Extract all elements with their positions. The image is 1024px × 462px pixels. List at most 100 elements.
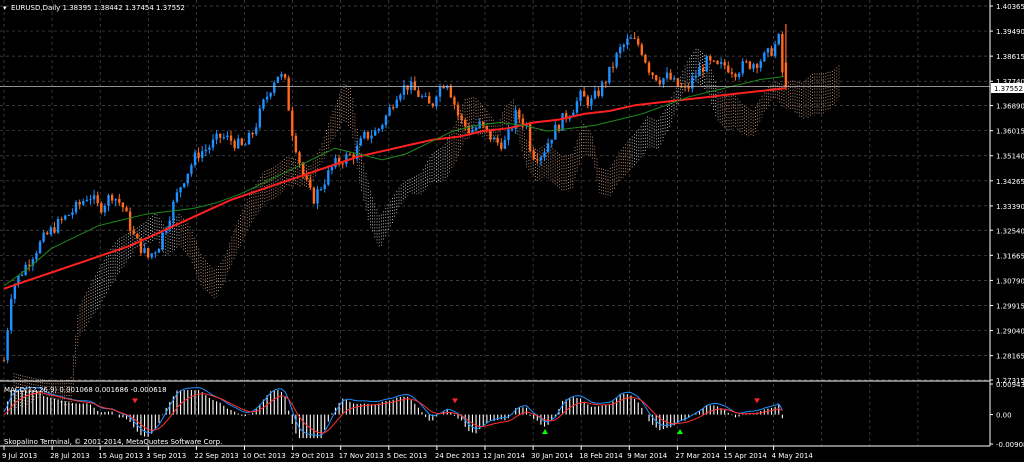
candle-body[interactable] <box>179 187 182 193</box>
candle-body[interactable] <box>291 110 294 136</box>
candle-body[interactable] <box>435 96 438 107</box>
candle-body[interactable] <box>366 131 370 139</box>
candle-body[interactable] <box>107 195 110 206</box>
candle-body[interactable] <box>719 62 723 64</box>
candle-body[interactable] <box>572 112 575 117</box>
candle-body[interactable] <box>92 195 96 200</box>
candle-body[interactable] <box>28 264 31 266</box>
candle-body[interactable] <box>705 56 708 72</box>
candle-body[interactable] <box>543 152 546 158</box>
candle-body[interactable] <box>64 215 67 220</box>
candle-body[interactable] <box>370 135 373 139</box>
candle-body[interactable] <box>157 248 161 253</box>
candle-body[interactable] <box>355 145 359 159</box>
candle-body[interactable] <box>42 232 45 242</box>
candle-body[interactable] <box>546 143 550 153</box>
candle-body[interactable] <box>118 198 121 203</box>
candle-body[interactable] <box>500 142 503 149</box>
candle-body[interactable] <box>200 151 204 159</box>
candle-body[interactable] <box>215 133 218 140</box>
candle-body[interactable] <box>150 253 153 258</box>
candle-body[interactable] <box>56 218 60 233</box>
candle-body[interactable] <box>683 86 687 88</box>
time-axis[interactable]: 9 Jul 2013 28 Jul 2013 15 Aug 2013 3 Sep 20… <box>2 446 813 460</box>
candle-body[interactable] <box>691 77 694 89</box>
candle-body[interactable] <box>208 147 211 150</box>
candle-body[interactable] <box>406 85 409 90</box>
candle-body[interactable] <box>745 61 748 63</box>
candle-body[interactable] <box>114 198 117 201</box>
candle-body[interactable] <box>698 67 701 76</box>
candle-body[interactable] <box>258 108 262 128</box>
candle-body[interactable] <box>773 44 777 56</box>
candle-body[interactable] <box>13 284 17 299</box>
candle-body[interactable] <box>633 37 636 39</box>
candle-body[interactable] <box>136 233 139 239</box>
candle-body[interactable] <box>381 124 384 129</box>
candle-body[interactable] <box>96 195 99 204</box>
candle-body[interactable] <box>431 103 435 107</box>
candle-body[interactable] <box>730 72 734 74</box>
candle-body[interactable] <box>327 170 330 185</box>
candle-body[interactable] <box>755 64 759 68</box>
candle-body[interactable] <box>759 61 762 68</box>
candle-body[interactable] <box>629 37 633 39</box>
candle-body[interactable] <box>763 52 766 62</box>
candle-body[interactable] <box>211 139 215 148</box>
candle-body[interactable] <box>727 65 730 73</box>
candle-body[interactable] <box>503 139 507 149</box>
candle-body[interactable] <box>492 137 496 140</box>
candle-body[interactable] <box>193 152 197 166</box>
candle-body[interactable] <box>161 232 164 249</box>
price-axis[interactable]: 1.40365 1.39490 1.38615 1.37740 1.36890 1.360… <box>990 3 1024 385</box>
candle-body[interactable] <box>31 259 35 266</box>
candle-body[interactable] <box>539 157 543 161</box>
candle-body[interactable] <box>283 74 287 78</box>
candle-body[interactable] <box>399 94 402 100</box>
candle-body[interactable] <box>777 33 780 45</box>
candle-body[interactable] <box>219 133 222 138</box>
candle-body[interactable] <box>669 72 672 80</box>
candle-body[interactable] <box>316 189 319 204</box>
candle-body[interactable] <box>395 99 398 108</box>
candle-body[interactable] <box>579 90 582 102</box>
candle-body[interactable] <box>60 218 63 220</box>
candle-body[interactable] <box>518 110 521 119</box>
candle-body-last[interactable] <box>784 62 788 87</box>
candle-body[interactable] <box>363 131 366 139</box>
candle-body[interactable] <box>121 202 125 208</box>
candle-body[interactable] <box>67 214 71 216</box>
candle-body[interactable] <box>575 101 579 113</box>
candle-body[interactable] <box>770 48 773 56</box>
candle-body[interactable] <box>226 135 229 138</box>
candle-body[interactable] <box>312 187 316 204</box>
candle-body[interactable] <box>665 72 669 79</box>
candle-body[interactable] <box>460 115 463 120</box>
candle-body[interactable] <box>85 199 89 202</box>
candle-body[interactable] <box>752 64 755 69</box>
candle-body[interactable] <box>662 78 665 85</box>
candle-body[interactable] <box>521 118 525 126</box>
candle-body[interactable] <box>255 127 258 135</box>
candle-body[interactable] <box>723 62 726 66</box>
candle-body[interactable] <box>6 330 9 361</box>
candle-body[interactable] <box>622 44 625 48</box>
candle-body[interactable] <box>676 78 680 87</box>
candle-body[interactable] <box>82 201 85 205</box>
candle-body[interactable] <box>128 211 132 231</box>
candle-body[interactable] <box>2 360 6 362</box>
candle-body[interactable] <box>110 195 114 201</box>
candle-body[interactable] <box>345 154 348 164</box>
candle-body[interactable] <box>709 56 712 61</box>
candle-body[interactable] <box>132 230 135 234</box>
candle-body[interactable] <box>341 163 344 165</box>
candle-body[interactable] <box>608 66 611 83</box>
candle-body[interactable] <box>391 107 395 109</box>
candle-body[interactable] <box>647 62 651 73</box>
candle-body[interactable] <box>586 96 589 106</box>
candle-body[interactable] <box>413 81 416 91</box>
candle-body[interactable] <box>384 115 388 125</box>
candle-body[interactable] <box>737 73 741 78</box>
candle-body[interactable] <box>428 96 431 104</box>
candle-body[interactable] <box>17 275 20 285</box>
